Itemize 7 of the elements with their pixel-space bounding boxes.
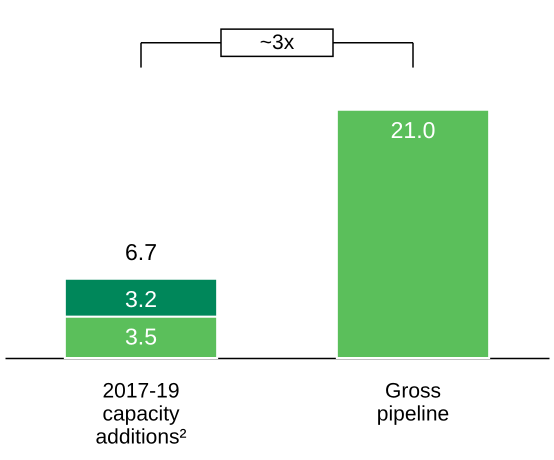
x-tick-label: 2017-19 capacity additions² [95,380,187,448]
data-label: 21.0 [390,116,436,143]
text: ~3x [260,30,295,54]
data-label: 3.2 [125,286,157,312]
data-label: 3.5 [125,324,157,350]
total-label: 6.7 [125,238,157,265]
x-tick-label: Gross pipeline [376,380,450,426]
